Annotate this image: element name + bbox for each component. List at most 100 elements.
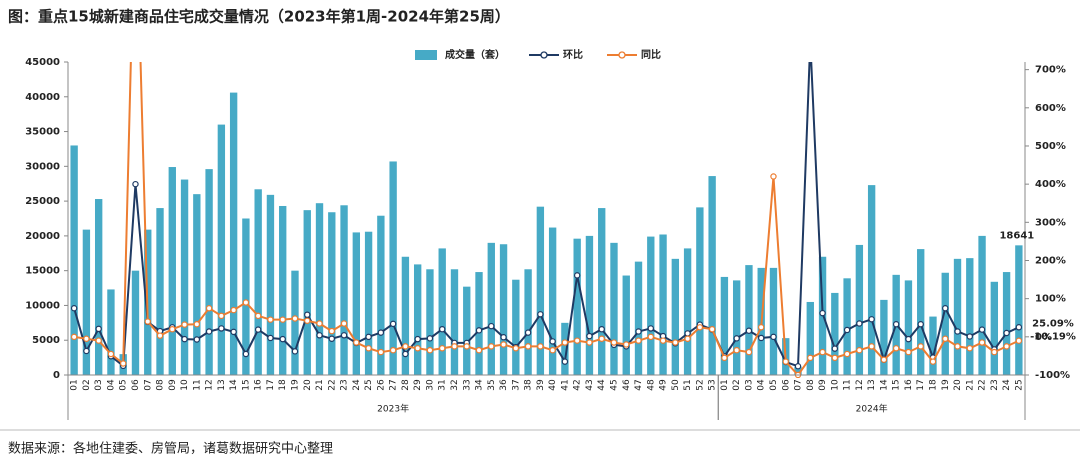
bar (168, 167, 176, 375)
line-marker (230, 306, 237, 314)
line-marker (942, 335, 949, 342)
x-tick-label: 51 (683, 379, 693, 390)
x-tick-label: 03 (94, 379, 104, 390)
bar (475, 272, 483, 375)
line-marker (598, 325, 605, 333)
bar (966, 258, 974, 375)
x-tick-label: 02 (82, 379, 92, 390)
x-tick-label: 13 (217, 379, 227, 390)
x-tick-label: 16 (904, 379, 914, 391)
line-marker (598, 335, 605, 342)
x-tick-label: 15 (892, 379, 902, 390)
line-marker (144, 318, 151, 325)
x-tick-label: 32 (450, 379, 460, 390)
line-marker (353, 339, 360, 346)
line-marker (831, 354, 839, 362)
x-tick-label: 18 (278, 379, 288, 391)
x-tick-label: 48 (646, 379, 656, 391)
line-marker (647, 333, 654, 341)
bar (450, 269, 459, 375)
y-tick-label: 15000 (25, 266, 60, 277)
bar (242, 218, 250, 375)
line-marker (205, 305, 213, 312)
bar (953, 258, 962, 375)
x-tick-label: 15 (241, 379, 251, 390)
y-tick-label: 20000 (25, 231, 60, 242)
bar (855, 244, 864, 375)
x-tick-label: 08 (156, 379, 166, 391)
line-marker (463, 343, 470, 350)
x-tick-label: 31 (438, 379, 448, 390)
bar (524, 269, 532, 375)
bar (708, 176, 716, 375)
y-tick-label: 0 (53, 370, 60, 381)
legend-swatch (540, 51, 548, 59)
line-marker (929, 358, 937, 365)
bar (671, 258, 680, 375)
group-label: 2024年 (856, 403, 888, 415)
x-tick-label: 47 (634, 379, 644, 390)
bar (512, 279, 520, 375)
x-tick-label: 29 (413, 379, 423, 391)
line-marker (488, 343, 495, 350)
group-label: 2023年 (377, 403, 409, 415)
line-marker (549, 338, 556, 345)
x-tick-label: 25 (364, 379, 374, 390)
line-marker (684, 335, 691, 342)
x-tick-label: 17 (916, 379, 926, 390)
line-marker (500, 334, 507, 341)
line-marker (782, 358, 789, 365)
bar (794, 366, 802, 375)
line-marker (843, 350, 851, 358)
x-tick-label: 21 (315, 379, 325, 390)
plot-area (70, 62, 1023, 378)
x-tick-label: 38 (524, 379, 534, 391)
line-marker (181, 321, 188, 328)
line-marker (708, 325, 716, 333)
line-value-label: -10.19% (1030, 332, 1076, 343)
y2-tick-label: 700% (1035, 65, 1066, 76)
bar (548, 227, 557, 375)
x-tick-label: 02 (732, 379, 742, 390)
line-marker (414, 345, 421, 352)
line-marker (402, 343, 409, 350)
x-tick-label: 19 (941, 379, 951, 391)
line-marker (819, 309, 826, 317)
bar (107, 289, 115, 375)
line-marker (561, 339, 569, 346)
line-marker (475, 346, 483, 354)
line-marker (328, 335, 335, 342)
bar (990, 281, 999, 375)
x-tick-label: 12 (855, 379, 865, 390)
y-tick-label: 10000 (25, 300, 60, 311)
y2-tick-label: 600% (1035, 103, 1066, 114)
bar (561, 322, 569, 375)
x-tick-label: 11 (843, 379, 853, 390)
x-tick-label: 13 (867, 379, 877, 390)
x-tick-label: 30 (425, 379, 435, 391)
bar (70, 145, 78, 375)
x-tick-label: 09 (168, 379, 178, 391)
line-marker (377, 329, 385, 336)
line-marker (1015, 324, 1023, 331)
x-tick-label: 10 (830, 379, 840, 391)
y2-tick-label: 400% (1035, 179, 1066, 190)
bar (622, 275, 630, 375)
line-marker (70, 333, 78, 341)
x-tick-label: 07 (143, 379, 153, 390)
bar (487, 242, 495, 375)
bar (389, 161, 397, 375)
bar (978, 235, 986, 375)
bar-value-label: 18641 (999, 230, 1034, 241)
y2-tick-label: 100% (1035, 294, 1066, 305)
legend-swatch (415, 50, 437, 60)
x-tick-label: 50 (671, 379, 681, 391)
line-marker (758, 324, 765, 331)
line-marker (623, 341, 630, 348)
line-marker (733, 335, 740, 342)
y-tick-label: 5000 (32, 335, 60, 346)
y-tick-label: 30000 (25, 161, 60, 172)
line-marker (659, 337, 667, 344)
line-marker (218, 312, 225, 320)
bar (328, 212, 336, 375)
